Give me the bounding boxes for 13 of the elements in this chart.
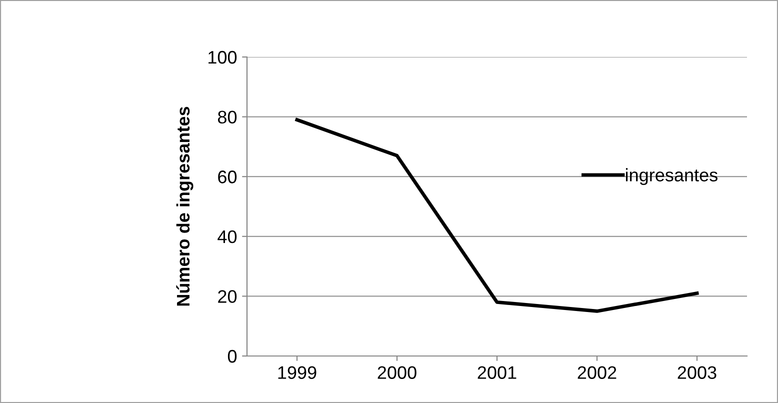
y-tick-label: 100 [208, 50, 237, 64]
x-tick-label: 1999 [278, 366, 316, 379]
y-tick-label: 40 [218, 230, 237, 244]
y-tick-label: 0 [228, 350, 237, 363]
x-tick-label: 2000 [378, 366, 416, 379]
y-axis-title: Número de ingresantes [176, 106, 194, 306]
y-tick-label: 20 [218, 290, 237, 303]
legend-label: ingresantes [626, 168, 718, 186]
y-tick-label: 60 [218, 170, 237, 184]
x-tick-label: 2003 [678, 366, 716, 379]
y-tick-label: 80 [218, 110, 237, 124]
x-tick-label: 2002 [578, 366, 616, 379]
x-tick-label: 2001 [478, 366, 516, 379]
